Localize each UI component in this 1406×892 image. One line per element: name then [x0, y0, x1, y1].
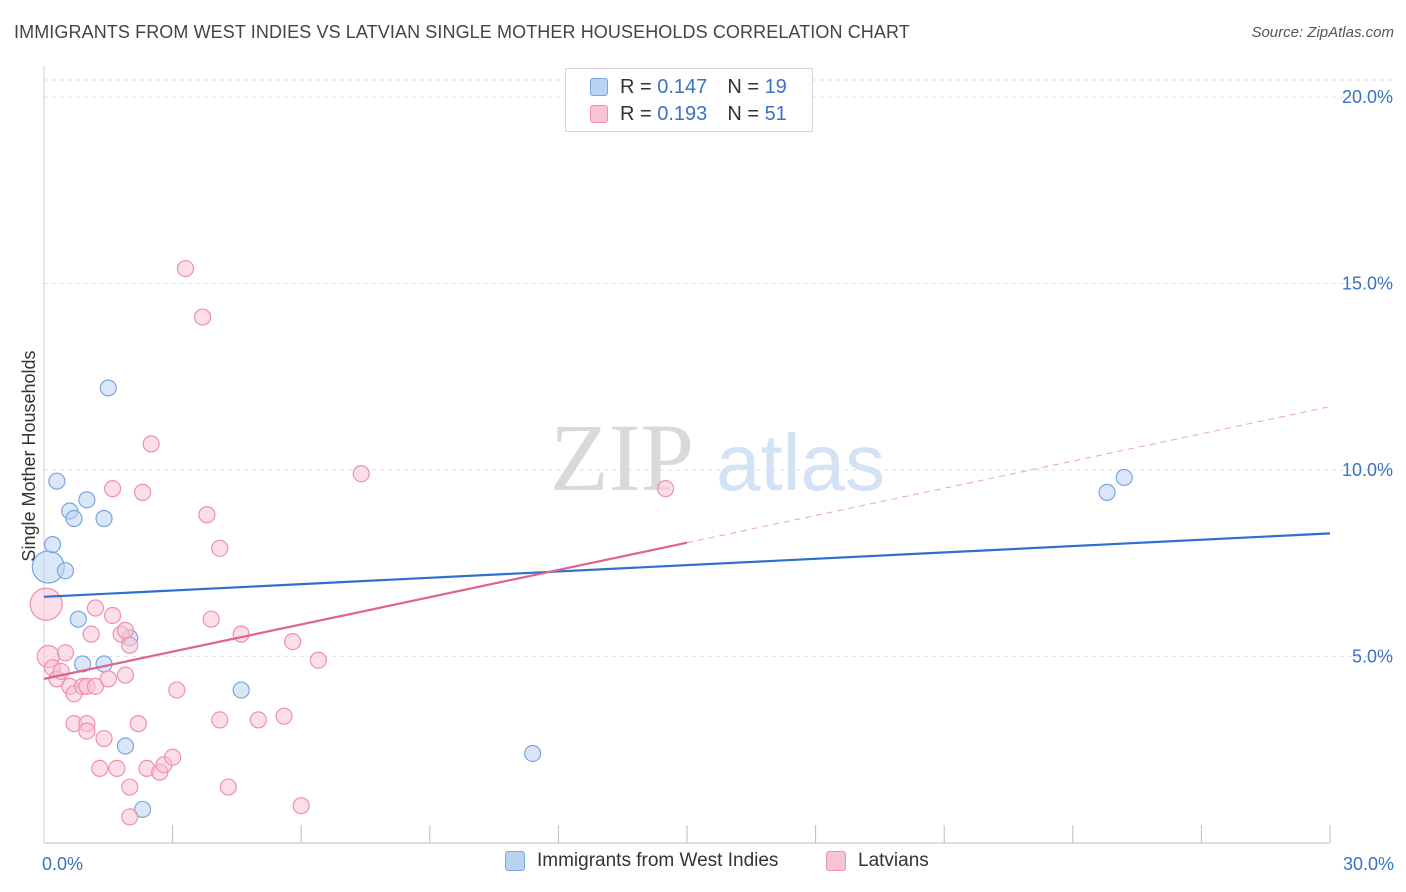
point-latvians [656, 480, 675, 498]
point-latvians [82, 625, 100, 643]
point-latvians [168, 681, 186, 699]
point-latvians [86, 677, 105, 695]
watermark-zip: ZIP [550, 404, 694, 511]
point-latvians [133, 483, 152, 501]
point-west-indies [56, 562, 75, 580]
watermark: ZIP atlas [550, 404, 885, 511]
y-tick-label: 5.0% [1352, 647, 1393, 667]
x-tick-label: 30.0% [1343, 854, 1394, 874]
point-latvians [309, 651, 327, 669]
y-tick-label: 15.0% [1342, 274, 1393, 294]
point-latvians [202, 610, 220, 628]
legend-r-label: R = [620, 102, 652, 125]
legend-swatch-blue [590, 78, 608, 96]
point-latvians [219, 778, 237, 796]
point-latvians [211, 539, 229, 557]
bottom-legend-latvians[interactable]: Latvians [826, 850, 929, 872]
point-latvians [29, 587, 63, 621]
points-layer [29, 259, 1133, 826]
point-latvians [121, 778, 139, 796]
y-tick-label: 20.0% [1342, 87, 1393, 107]
x-tick-label: 0.0% [42, 854, 83, 874]
legend-n-label: N = [727, 75, 759, 98]
point-west-indies [65, 509, 83, 528]
point-latvians [116, 666, 135, 684]
point-latvians [164, 748, 182, 766]
point-latvians [108, 759, 126, 778]
bottom-legend-swatch-pink [826, 851, 846, 871]
trend-layer [43, 406, 1331, 680]
point-latvians [99, 670, 117, 688]
point-latvians [121, 808, 139, 826]
point-latvians [56, 644, 75, 662]
point-latvians [352, 465, 370, 483]
point-west-indies [1115, 468, 1133, 487]
y-tick-label: 10.0% [1342, 460, 1393, 480]
point-latvians [176, 259, 195, 278]
point-latvians [129, 715, 147, 733]
point-latvians [95, 729, 113, 748]
legend-swatch-pink [590, 105, 608, 123]
point-west-indies [133, 800, 152, 819]
point-west-indies [69, 610, 87, 628]
watermark-atlas: atlas [716, 418, 885, 507]
bottom-legend-label: Latvians [858, 850, 929, 871]
legend-n-label: N = [727, 102, 759, 125]
legend-r-value: 0.147 [657, 75, 708, 98]
chart-title: IMMIGRANTS FROM WEST INDIES VS LATVIAN S… [14, 22, 910, 42]
point-west-indies [43, 535, 62, 554]
point-west-indies [232, 681, 250, 699]
point-west-indies [95, 509, 113, 528]
point-latvians [211, 711, 229, 729]
point-latvians [86, 599, 105, 617]
point-latvians [198, 506, 216, 524]
point-latvians [142, 435, 160, 453]
point-latvians [91, 759, 109, 778]
correlation-legend: R = 0.147 N = 19 R = 0.193 N = 51 [565, 68, 813, 132]
point-latvians [103, 480, 122, 498]
point-latvians [284, 632, 302, 651]
point-west-indies [73, 655, 92, 673]
grid-layer [44, 79, 1392, 657]
point-latvians [275, 707, 293, 725]
bottom-legend-label: Immigrants from West Indies [537, 850, 779, 871]
legend-n-value: 19 [764, 75, 787, 98]
bottom-legend-swatch-blue [505, 851, 525, 871]
point-west-indies [1098, 483, 1116, 501]
trend-line-west-indies [43, 532, 1331, 598]
source-label: Source: ZipAtlas.com [1251, 24, 1394, 41]
point-latvians [194, 308, 212, 326]
y-axis-label: Single Mother Households [19, 350, 39, 561]
legend-n-value: 51 [764, 102, 787, 125]
legend-r-value: 0.193 [657, 102, 708, 125]
point-west-indies [524, 744, 542, 763]
point-west-indies [48, 472, 66, 490]
point-latvians [249, 711, 267, 729]
point-latvians [292, 797, 310, 815]
point-west-indies [116, 737, 135, 755]
legend-row-latvians: R = 0.193 N = 51 [590, 101, 787, 127]
legend-row-west-indies: R = 0.147 N = 19 [590, 74, 787, 100]
bottom-legend-west-indies[interactable]: Immigrants from West Indies [505, 850, 778, 872]
legend-r-label: R = [620, 75, 652, 98]
point-latvians [232, 625, 250, 643]
point-latvians [78, 722, 96, 740]
point-latvians [103, 606, 122, 625]
point-west-indies [99, 379, 117, 397]
point-west-indies [78, 491, 96, 509]
trend-line-latvians [43, 541, 688, 680]
point-latvians [116, 621, 135, 639]
point-latvians [121, 636, 139, 654]
axis-layer: 5.0% 10.0% 15.0% 20.0% 0.0% 30.0% [42, 66, 1394, 874]
